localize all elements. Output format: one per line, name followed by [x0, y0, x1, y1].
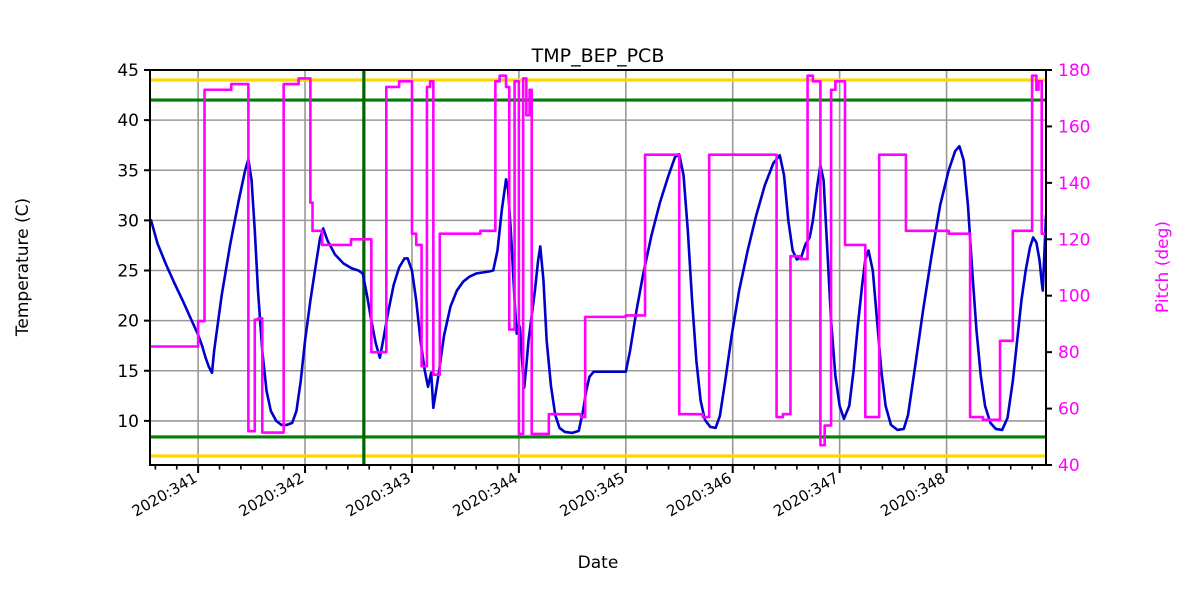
plot-frame — [149, 69, 1047, 466]
y-tick-label-left: 30 — [117, 211, 139, 231]
data-series — [150, 74, 1046, 447]
x-axis-label: Date — [578, 553, 619, 573]
y-tick-label-left: 45 — [117, 61, 139, 81]
y-tick-label-left: 35 — [117, 161, 139, 181]
y-tick-label-right: 80 — [1058, 343, 1080, 363]
y-tick-label-right: 160 — [1058, 117, 1090, 137]
y-tick-label-right: 60 — [1058, 400, 1080, 420]
y-tick-label-left: 20 — [117, 312, 139, 332]
y-tick-label-left: 40 — [117, 111, 139, 131]
y-tick-label-right: 100 — [1058, 287, 1090, 307]
y-axis-label-left: Temperature (C) — [13, 198, 33, 337]
y-tick-label-right: 40 — [1058, 456, 1080, 476]
chart-title: TMP_BEP_PCB — [531, 45, 665, 67]
y-tick-label-right: 120 — [1058, 230, 1090, 250]
series-line-pitch — [150, 74, 1046, 447]
y-tick-label-right: 180 — [1058, 61, 1090, 81]
y-tick-label-left: 15 — [117, 362, 139, 382]
y-axis-label-right: Pitch (deg) — [1153, 221, 1173, 313]
axis-ticks — [144, 69, 1052, 473]
y-tick-label-left: 25 — [117, 262, 139, 282]
y-tick-label-left: 10 — [117, 412, 139, 432]
y-tick-label-right: 140 — [1058, 174, 1090, 194]
series-line-temperature — [150, 144, 1046, 435]
